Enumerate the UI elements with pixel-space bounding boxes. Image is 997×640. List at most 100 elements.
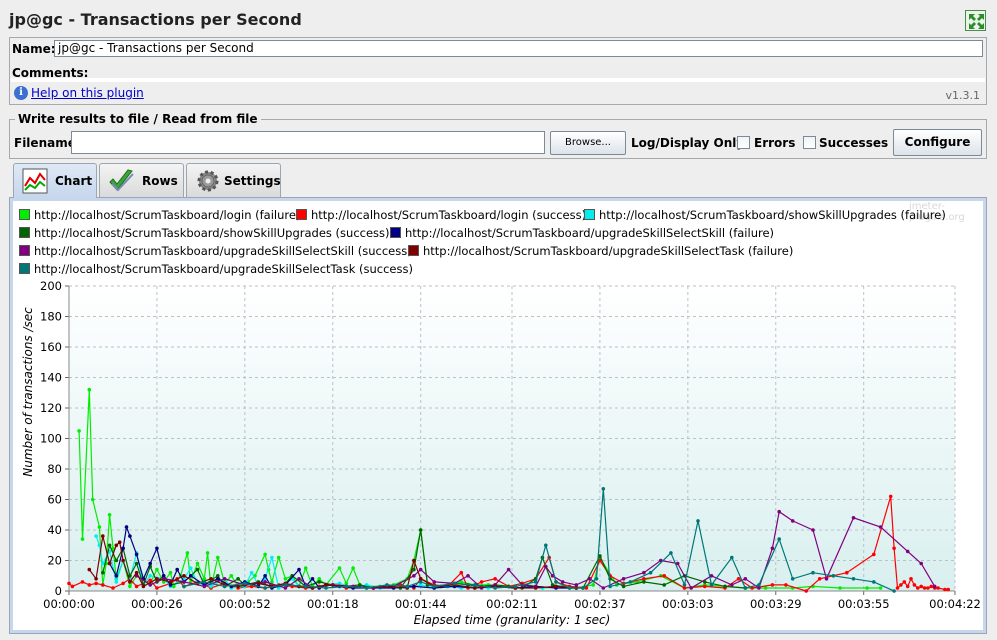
legend-swatch — [408, 245, 419, 256]
data-point — [817, 577, 822, 581]
comments-field[interactable] — [11, 78, 985, 82]
data-point — [601, 586, 606, 590]
data-point — [544, 564, 548, 569]
data-point — [763, 586, 768, 590]
data-point — [432, 580, 437, 584]
legend-swatch — [19, 227, 30, 238]
legend-item: http://localhost/ScrumTaskboard/upgradeS… — [19, 262, 413, 276]
data-point — [466, 574, 470, 578]
data-point — [892, 589, 896, 593]
name-comments-panel: Name: jp@gc - Transactions per Second Co… — [9, 37, 987, 105]
data-point — [544, 543, 548, 548]
data-point — [182, 584, 186, 589]
data-point — [916, 586, 920, 590]
data-point — [94, 534, 98, 538]
data-point — [591, 583, 595, 587]
filename-label: Filename — [14, 136, 76, 150]
data-point — [236, 584, 240, 589]
configure-button[interactable]: Configure — [893, 129, 982, 156]
y-tick-label: 180 — [40, 310, 62, 324]
data-point — [567, 586, 572, 590]
successes-checkbox[interactable] — [803, 136, 816, 149]
legend-label: http://localhost/ScrumTaskboard/upgradeS… — [423, 244, 794, 258]
data-point — [757, 583, 761, 587]
legend-label: http://localhost/ScrumTaskboard/upgradeS… — [34, 244, 412, 258]
data-point — [493, 577, 497, 581]
y-tick-label: 0 — [55, 584, 62, 598]
checkmark-icon — [109, 169, 134, 192]
data-point — [648, 570, 653, 575]
data-point — [730, 555, 734, 560]
data-point — [459, 580, 464, 584]
data-point — [905, 584, 910, 589]
data-point — [358, 583, 362, 587]
data-point — [324, 586, 328, 590]
data-point — [97, 525, 102, 529]
series-line — [183, 488, 895, 592]
data-point — [628, 580, 633, 584]
data-point — [222, 577, 227, 581]
data-point — [168, 580, 173, 584]
data-point — [682, 583, 687, 587]
browse-button[interactable]: Browse... — [550, 131, 626, 155]
data-point — [114, 580, 119, 584]
data-point — [134, 584, 139, 589]
name-input[interactable]: jp@gc - Transactions per Second — [54, 40, 983, 57]
data-point — [926, 586, 930, 590]
data-point — [121, 581, 125, 586]
data-point — [344, 581, 349, 586]
data-point — [90, 497, 95, 502]
tab-chart[interactable]: Chart — [13, 163, 97, 198]
data-point — [202, 577, 207, 581]
data-point — [337, 566, 342, 570]
data-point — [560, 580, 565, 584]
data-point — [811, 528, 815, 532]
data-point — [385, 583, 389, 587]
data-point — [513, 584, 518, 589]
legend-label: http://localhost/ScrumTaskboard/showSkil… — [599, 208, 946, 222]
data-point — [148, 574, 152, 578]
data-point — [317, 580, 322, 584]
data-point — [790, 577, 795, 581]
data-point — [621, 584, 626, 589]
legend-label: http://localhost/ScrumTaskboard/showSkil… — [34, 226, 390, 240]
data-point — [283, 583, 288, 587]
data-point — [297, 567, 301, 572]
filename-input[interactable] — [71, 131, 545, 154]
data-point — [175, 567, 179, 572]
tab-settings[interactable]: Settings — [186, 163, 281, 197]
data-point — [598, 554, 602, 558]
info-icon: i — [14, 86, 28, 100]
data-point — [452, 581, 457, 586]
y-axis-label: Number of transactions /sec — [21, 307, 35, 477]
data-point — [107, 543, 112, 548]
data-point — [872, 552, 876, 557]
chart-icon — [22, 168, 48, 194]
data-point — [902, 580, 907, 584]
data-point — [757, 586, 761, 590]
data-point — [222, 584, 227, 589]
data-point — [412, 574, 416, 578]
data-point — [888, 494, 893, 499]
data-point — [662, 583, 666, 587]
data-point — [932, 584, 937, 589]
errors-checkbox[interactable] — [737, 136, 750, 149]
tab-chart-label: Chart — [55, 174, 93, 188]
data-point — [182, 580, 186, 584]
version-label: v1.3.1 — [945, 89, 981, 102]
data-point — [919, 584, 923, 589]
data-point — [784, 583, 788, 587]
data-point — [943, 587, 947, 592]
data-point — [851, 516, 856, 520]
data-point — [682, 586, 687, 590]
data-point — [642, 577, 646, 581]
data-point — [709, 583, 714, 587]
expand-icon[interactable] — [965, 10, 986, 31]
data-point — [723, 584, 727, 589]
data-point — [97, 543, 102, 548]
tab-rows[interactable]: Rows — [99, 163, 184, 197]
data-point — [70, 584, 75, 589]
x-tick-label: 00:00:00 — [43, 597, 95, 611]
data-point — [249, 570, 254, 575]
help-link[interactable]: Help on this plugin — [31, 86, 144, 100]
